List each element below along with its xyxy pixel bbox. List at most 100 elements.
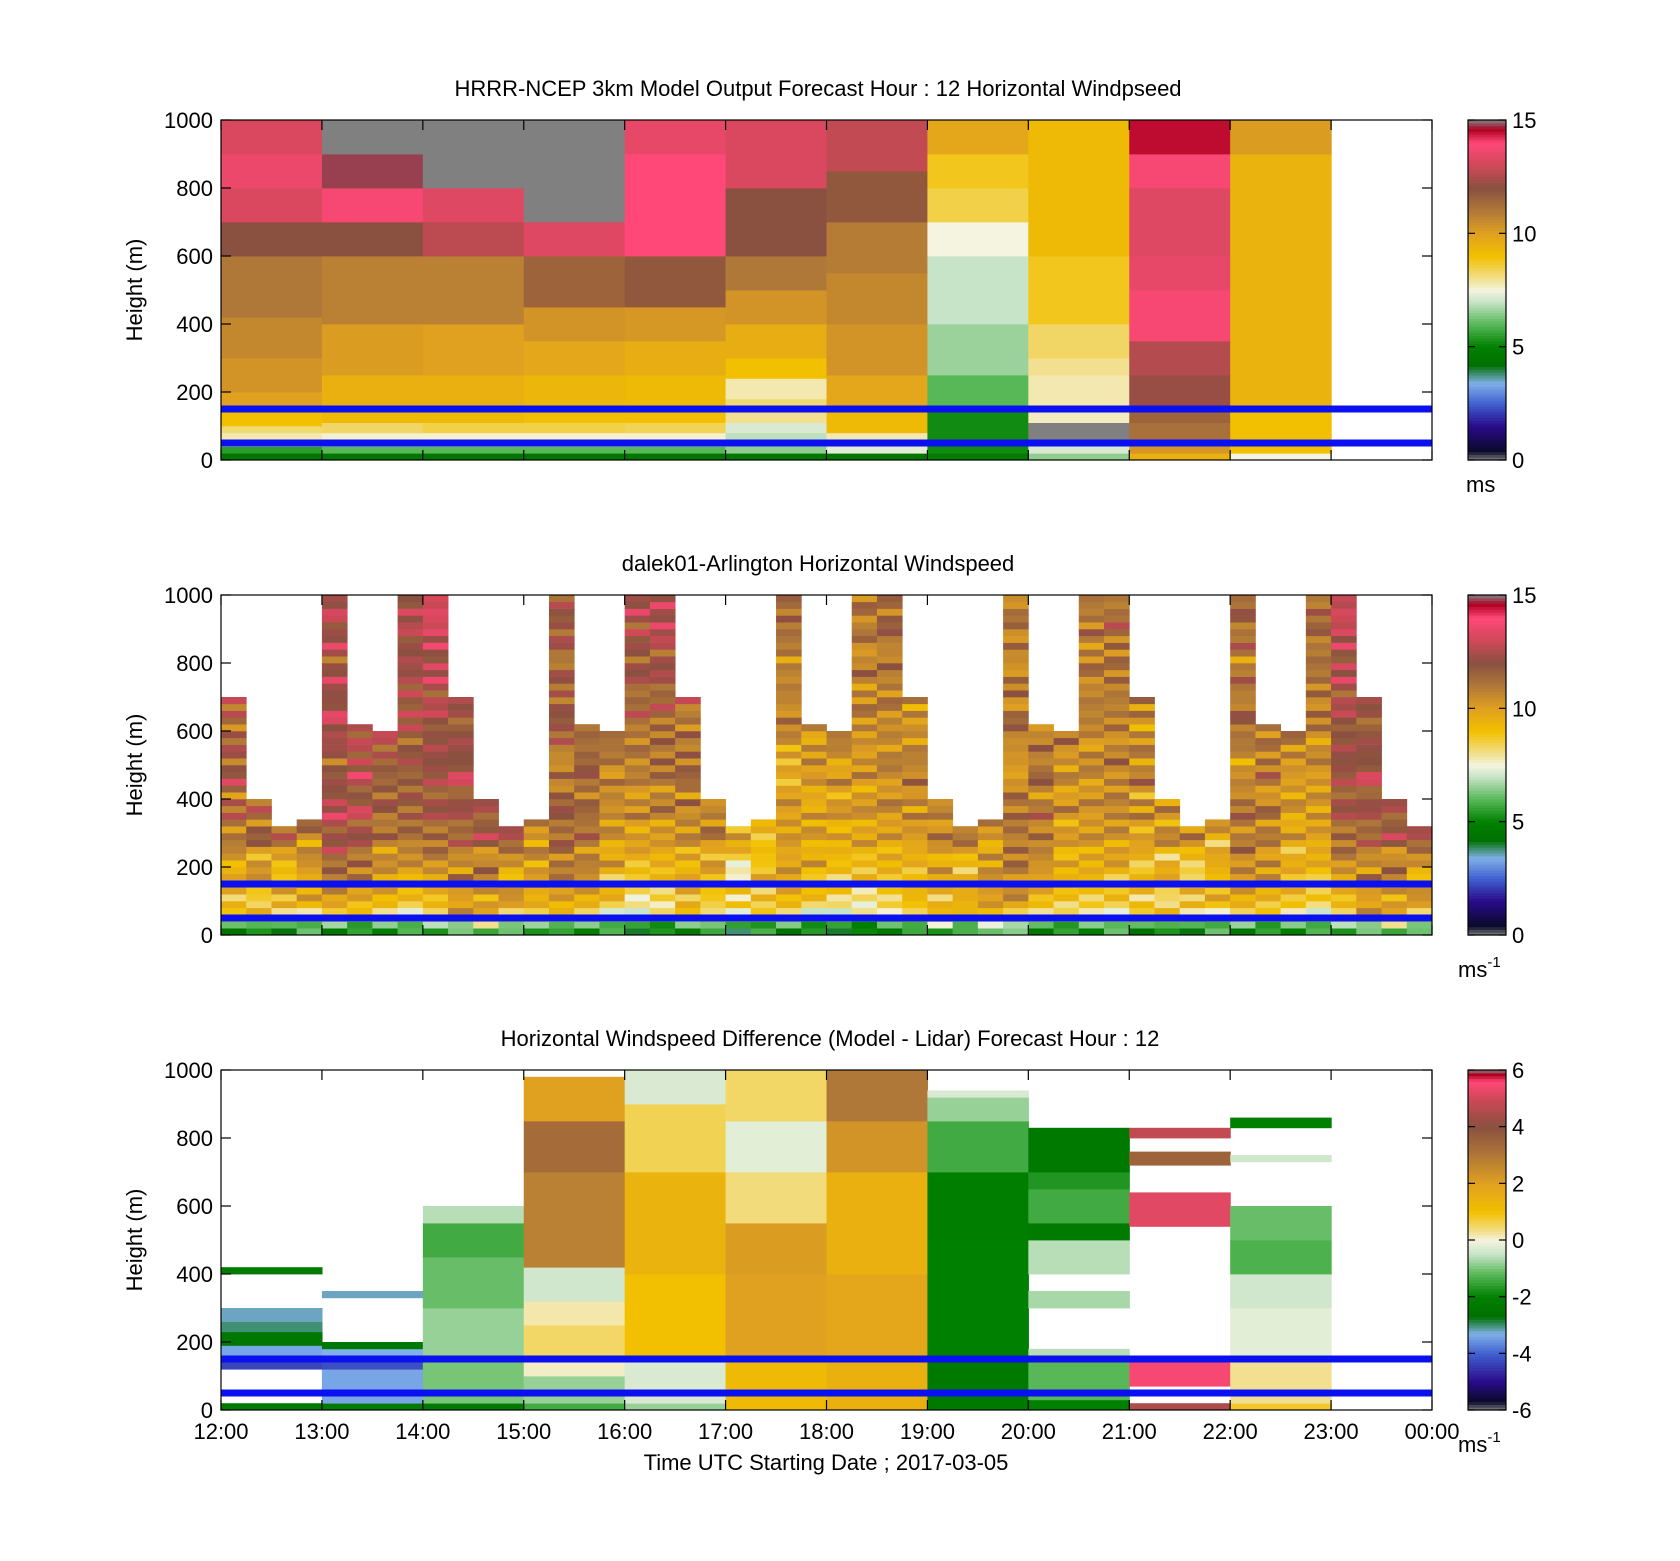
colorbar-swatch (1468, 898, 1506, 902)
heatmap-cell (902, 758, 928, 766)
heatmap-cell (1230, 860, 1256, 868)
colorbar-frame (1467, 594, 1507, 936)
colorbar-swatch (1468, 145, 1506, 149)
heatmap-cell (548, 642, 575, 650)
heatmap-cell (1230, 690, 1256, 698)
heatmap-cell (675, 703, 701, 711)
colorbar-swatch (1468, 202, 1506, 206)
heatmap-cell (523, 873, 550, 881)
heatmap-cell (1129, 812, 1155, 820)
heatmap-cell (422, 826, 449, 834)
heatmap-cell (649, 717, 676, 725)
heatmap-cell (1129, 785, 1155, 793)
heatmap-cell (1104, 744, 1130, 752)
heatmap-cell (448, 778, 474, 786)
heatmap-cell (1305, 751, 1332, 759)
heatmap-cell (1129, 744, 1155, 752)
colorbar-swatch (1468, 756, 1506, 760)
heatmap-cell (473, 907, 499, 915)
heatmap-cell (675, 785, 701, 793)
colorbar-swatch (1468, 1155, 1506, 1159)
heatmap-cell (624, 867, 651, 875)
heatmap-cell (321, 744, 348, 752)
heatmap-cell (498, 839, 525, 847)
heatmap-cell (1078, 928, 1105, 936)
heatmap-cell (221, 907, 247, 915)
heatmap-cell (548, 629, 575, 637)
heatmap-cell (851, 601, 878, 609)
heatmap-cell (548, 717, 575, 725)
heatmap-cell (523, 928, 550, 936)
heatmap-cell (321, 765, 348, 773)
heatmap-cell (321, 120, 424, 155)
heatmap-cell (1381, 901, 1408, 909)
heatmap-cell (1305, 785, 1332, 793)
heatmap-cell (498, 928, 525, 936)
heatmap-cell (347, 839, 373, 847)
heatmap-cell (523, 432, 626, 440)
heatmap-cell (675, 724, 701, 732)
heatmap-cell (776, 928, 802, 936)
panel-lidar-heatmap (221, 595, 1433, 936)
colorbar-swatch (1468, 230, 1506, 234)
heatmap-cell (347, 792, 373, 800)
heatmap-cell (876, 629, 903, 637)
colorbar-swatch (1468, 1146, 1506, 1150)
heatmap-cell (321, 601, 348, 609)
heatmap-cell (1104, 799, 1130, 807)
heatmap-cell (221, 1267, 323, 1275)
heatmap-cell (801, 744, 827, 752)
heatmap-cell (574, 867, 600, 875)
heatmap-cell (1003, 867, 1029, 875)
heatmap-cell (397, 642, 424, 650)
heatmap-cell (372, 744, 399, 752)
heatmap-cell (347, 812, 373, 820)
heatmap-cell (649, 792, 676, 800)
heatmap-cell (826, 771, 853, 779)
heatmap-cell (1305, 724, 1332, 732)
heatmap-cell (1305, 921, 1332, 929)
heatmap-cell (624, 717, 651, 725)
heatmap-cell (649, 697, 676, 705)
heatmap-cell (271, 867, 298, 875)
heatmap-cell (675, 928, 701, 936)
heatmap-cell (548, 737, 575, 745)
heatmap-cell (1154, 819, 1181, 827)
heatmap-cell (422, 839, 449, 847)
colorbar-swatch (1468, 250, 1506, 254)
heatmap-cell (1078, 608, 1105, 616)
heatmap-cell (927, 188, 1029, 223)
heatmap-cell (851, 833, 878, 841)
heatmap-cell (649, 635, 676, 643)
colorbar-swatch (1468, 273, 1506, 277)
colorbar-swatch (1468, 1293, 1506, 1298)
heatmap-cell (977, 873, 1004, 881)
heatmap-cell (776, 615, 802, 623)
heatmap-cell (851, 642, 878, 650)
heatmap-cell (675, 867, 701, 875)
heatmap-cell (876, 710, 903, 718)
heatmap-cell (876, 867, 903, 875)
heatmap-cell (1230, 710, 1256, 718)
colorbar-swatch (1468, 677, 1506, 681)
heatmap-cell (422, 833, 449, 841)
heatmap-cell (548, 812, 575, 820)
heatmap-cell (776, 921, 802, 929)
heatmap-cell (1255, 907, 1282, 915)
heatmap-cell (321, 154, 424, 189)
heatmap-cell (1129, 853, 1155, 861)
heatmap-cell (1053, 873, 1080, 881)
heatmap-cell (1331, 642, 1357, 650)
heatmap-cell (876, 703, 903, 711)
heatmap-cell (1078, 615, 1105, 623)
colorbar-swatch (1468, 1302, 1506, 1306)
heatmap-cell (851, 676, 878, 684)
heatmap-cell (1204, 826, 1231, 834)
colorbar-swatch (1468, 773, 1506, 777)
heatmap-cell (1331, 785, 1357, 793)
heatmap-cell (321, 690, 348, 698)
heatmap-cell (523, 375, 626, 410)
heatmap-cell (574, 894, 600, 902)
colorbar-swatch (1468, 912, 1506, 916)
heatmap-cell (1104, 710, 1130, 718)
